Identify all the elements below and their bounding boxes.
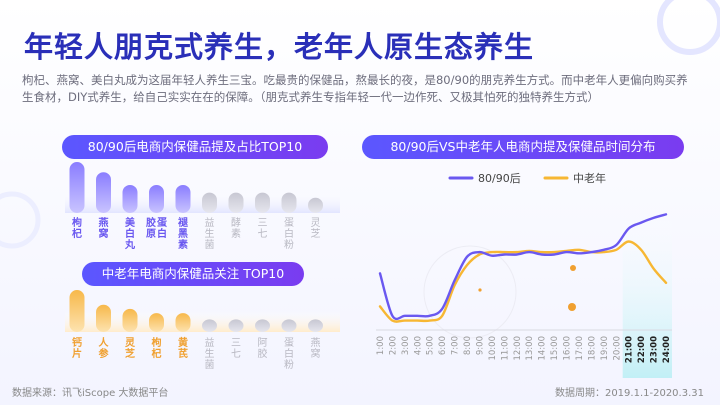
young-bar-label: 褪黑素 bbox=[177, 216, 189, 251]
young-bar bbox=[281, 192, 297, 213]
x-tick-label: 2:00 bbox=[388, 336, 398, 355]
x-tick-label: 13:00 bbox=[525, 336, 535, 361]
x-tick-label: 24:00 bbox=[662, 336, 672, 363]
young-bar bbox=[69, 162, 85, 213]
old-bar bbox=[69, 290, 85, 332]
x-tick-label: 9:00 bbox=[475, 336, 485, 355]
x-tick-label: 7:00 bbox=[451, 336, 461, 355]
x-tick-label: 15:00 bbox=[550, 336, 560, 361]
old-bar bbox=[255, 319, 270, 332]
old-bar-label: 蛋白粉 bbox=[284, 337, 294, 371]
young-bar-chart-title: 80/90后电商内保健品提及占比TOP10 bbox=[62, 135, 328, 159]
old-bar bbox=[175, 313, 191, 332]
old-bar-label: 钙片 bbox=[72, 336, 82, 360]
decor-dot bbox=[568, 303, 576, 311]
x-tick-label: 23:00 bbox=[650, 336, 660, 363]
young-bar bbox=[228, 192, 244, 213]
young-bar-label: 蛋白 bbox=[157, 217, 167, 240]
old-bar-label: 三七 bbox=[231, 338, 241, 360]
x-tick-label: 6:00 bbox=[438, 336, 448, 355]
young-bar bbox=[122, 184, 138, 213]
young-bar-label: 枸杞 bbox=[72, 216, 82, 240]
page-subtitle: 枸杞、燕窝、美白丸成为这届年轻人养生三宝。吃最贵的保健品，熬最长的夜，是80/9… bbox=[22, 73, 688, 104]
old-bar-chart-title: 中老年电商内保健品关注 TOP10 bbox=[82, 262, 304, 286]
young-bar-label: 胶原 bbox=[146, 216, 156, 240]
old-bar-label: 灵芝 bbox=[125, 337, 136, 360]
young-bar-label: 三七 bbox=[258, 218, 268, 240]
x-tick-label: 21:00 bbox=[625, 336, 635, 363]
old-bar bbox=[122, 308, 138, 332]
young-bar-label: 燕窝 bbox=[99, 216, 109, 240]
young-bar bbox=[308, 197, 323, 213]
old-bar bbox=[96, 304, 111, 332]
young-bar bbox=[96, 172, 111, 213]
x-tick-label: 19:00 bbox=[600, 336, 610, 361]
x-tick-label: 20:00 bbox=[612, 336, 622, 361]
young-bar bbox=[149, 184, 164, 213]
young-bar bbox=[255, 192, 270, 213]
data-period: 数据周期：2019.1.1-2020.3.31 bbox=[554, 388, 704, 399]
x-tick-label: 12:00 bbox=[513, 336, 523, 361]
x-tick-label: 22:00 bbox=[637, 336, 647, 363]
old-bar-label: 黄芪 bbox=[178, 336, 188, 360]
x-tick-label: 8:00 bbox=[463, 336, 473, 355]
decor-dot bbox=[478, 288, 482, 292]
legend-label: 80/90后 bbox=[478, 172, 521, 185]
time-distribution-chart: 80/90后 中老年 1:00 2:00 3:00 4:00 5:00 6:00 7:00 8:0… bbox=[376, 171, 672, 378]
old-bar-label: 人参 bbox=[99, 336, 110, 360]
line-chart-title: 80/90后VS中老年人电商内提及保健品时间分布 bbox=[362, 135, 684, 159]
young-bar-label: 蛋白粉 bbox=[284, 217, 294, 251]
young-series-line bbox=[378, 213, 668, 321]
bar-charts-panel: 枸杞燕窝美白丸胶原蛋白褪黑素益生菌酵素三七蛋白粉灵芝钙片人参灵芝枸杞黄芪益生菌三… bbox=[65, 162, 340, 371]
x-tick-label: 10:00 bbox=[488, 336, 498, 361]
x-tick-label: 17:00 bbox=[575, 336, 585, 361]
old-bar bbox=[308, 319, 323, 332]
x-tick-label: 11:00 bbox=[500, 336, 510, 361]
old-bar bbox=[281, 319, 297, 332]
data-source: 数据来源：讯飞iScope 大数据平台 bbox=[12, 388, 169, 399]
old-bar-label: 益生菌 bbox=[205, 336, 215, 371]
young-bar-label: 灵芝 bbox=[311, 217, 321, 240]
peak-hours-highlight bbox=[622, 206, 672, 378]
decor-dot bbox=[570, 265, 576, 271]
young-bar-label: 益生菌 bbox=[205, 216, 215, 251]
old-bar-label: 燕窝 bbox=[311, 337, 321, 360]
old-series-line bbox=[378, 240, 668, 323]
x-tick-label: 14:00 bbox=[538, 336, 548, 361]
old-bar bbox=[149, 313, 164, 332]
old-bar-label: 阿胶 bbox=[258, 337, 268, 360]
x-tick-label: 5:00 bbox=[426, 336, 436, 355]
x-tick-label: 18:00 bbox=[587, 336, 597, 361]
old-bar bbox=[202, 319, 217, 332]
old-bar bbox=[228, 319, 244, 332]
young-bar bbox=[202, 192, 217, 213]
x-tick-label: 4:00 bbox=[413, 336, 423, 355]
page-title: 年轻人朋克式养生，老年人原生态养生 bbox=[24, 30, 535, 64]
young-bar bbox=[175, 184, 191, 213]
legend-label: 中老年 bbox=[573, 171, 606, 185]
old-bar-label: 枸杞 bbox=[152, 336, 162, 360]
x-tick-label: 16:00 bbox=[563, 336, 573, 361]
young-bar-label: 酵素 bbox=[231, 217, 241, 240]
x-tick-label: 3:00 bbox=[401, 336, 411, 355]
x-tick-label: 1:00 bbox=[376, 336, 386, 355]
young-bar-label: 美白丸 bbox=[124, 216, 136, 251]
